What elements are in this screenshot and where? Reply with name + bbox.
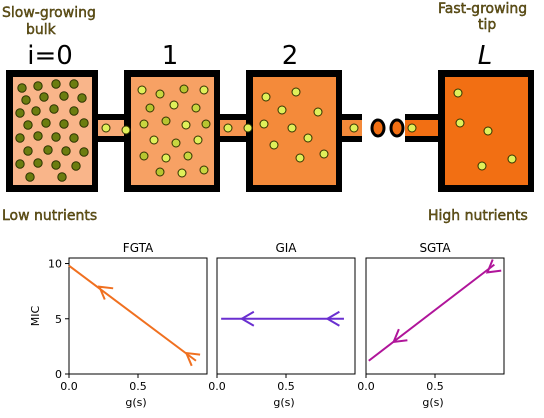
plot-fgta: FGTA 0.0 0.5 0 5 10 g(s) MIC bbox=[29, 241, 208, 409]
fast-growing-label-line1: Fast-growing bbox=[438, 1, 527, 17]
direction-arrow-icon bbox=[239, 310, 255, 327]
plot-gia: GIA 0.0 0.5 g(s) bbox=[208, 241, 356, 409]
plot-frame bbox=[365, 257, 505, 375]
fast-growing-label-line2: tip bbox=[478, 17, 496, 33]
low-nutrients-label: Low nutrients bbox=[2, 208, 97, 224]
index-label-2: 2 bbox=[282, 41, 299, 71]
plot-title: GIA bbox=[275, 241, 297, 255]
direction-arrow-icon bbox=[392, 328, 408, 344]
x-tick-label: 0.5 bbox=[426, 380, 444, 393]
high-nutrients-label: High nutrients bbox=[428, 208, 528, 224]
cells-chamber-2 bbox=[259, 87, 329, 163]
plots: FGTA 0.0 0.5 0 5 10 g(s) MIC GIA 0.0 0.5 g(s) SGTA 0.… bbox=[29, 241, 505, 409]
chamber-diagram: i=0 1 2 L Slow-growing bulk Fast-growing… bbox=[2, 1, 534, 224]
index-label-L: L bbox=[478, 41, 493, 71]
plot-title: SGTA bbox=[419, 241, 451, 255]
x-axis-label: g(s) bbox=[273, 396, 294, 409]
slow-cells-chamber-0 bbox=[15, 79, 89, 182]
x-tick-label: 0.0 bbox=[60, 380, 78, 393]
slow-growing-label-line2: bulk bbox=[26, 22, 57, 38]
cells-chamber-1 bbox=[137, 84, 211, 178]
x-tick-label: 0.5 bbox=[129, 380, 147, 393]
plot-title: FGTA bbox=[123, 241, 154, 255]
plot-frame bbox=[68, 257, 208, 375]
direction-arrow-icon bbox=[485, 259, 502, 274]
index-label-1: 1 bbox=[162, 41, 179, 71]
index-label-0: i=0 bbox=[27, 41, 73, 71]
x-tick-label: 0.0 bbox=[208, 380, 226, 393]
y-axis-label: MIC bbox=[29, 305, 42, 326]
x-tick-label: 0.5 bbox=[277, 380, 295, 393]
series-line bbox=[68, 264, 197, 362]
slow-growing-label-line1: Slow-growing bbox=[2, 5, 96, 21]
channel-cells bbox=[101, 123, 417, 135]
series-line bbox=[368, 263, 495, 362]
direction-arrow-icon bbox=[97, 285, 114, 300]
ellipsis-dots-icon bbox=[370, 118, 405, 138]
plot-sgta: SGTA 0.0 0.5 g(s) bbox=[357, 241, 505, 409]
plot-frame bbox=[216, 257, 356, 375]
cells-chamber-L bbox=[453, 88, 517, 171]
direction-arrow-icon bbox=[325, 310, 340, 327]
direction-arrow-icon bbox=[184, 351, 201, 367]
x-axis-label: g(s) bbox=[125, 396, 146, 409]
x-tick-label: 0.0 bbox=[357, 380, 375, 393]
y-tick-label: 0 bbox=[55, 368, 62, 381]
y-tick-label: 10 bbox=[48, 258, 62, 271]
y-tick-label: 5 bbox=[55, 313, 62, 326]
x-axis-label: g(s) bbox=[422, 396, 443, 409]
